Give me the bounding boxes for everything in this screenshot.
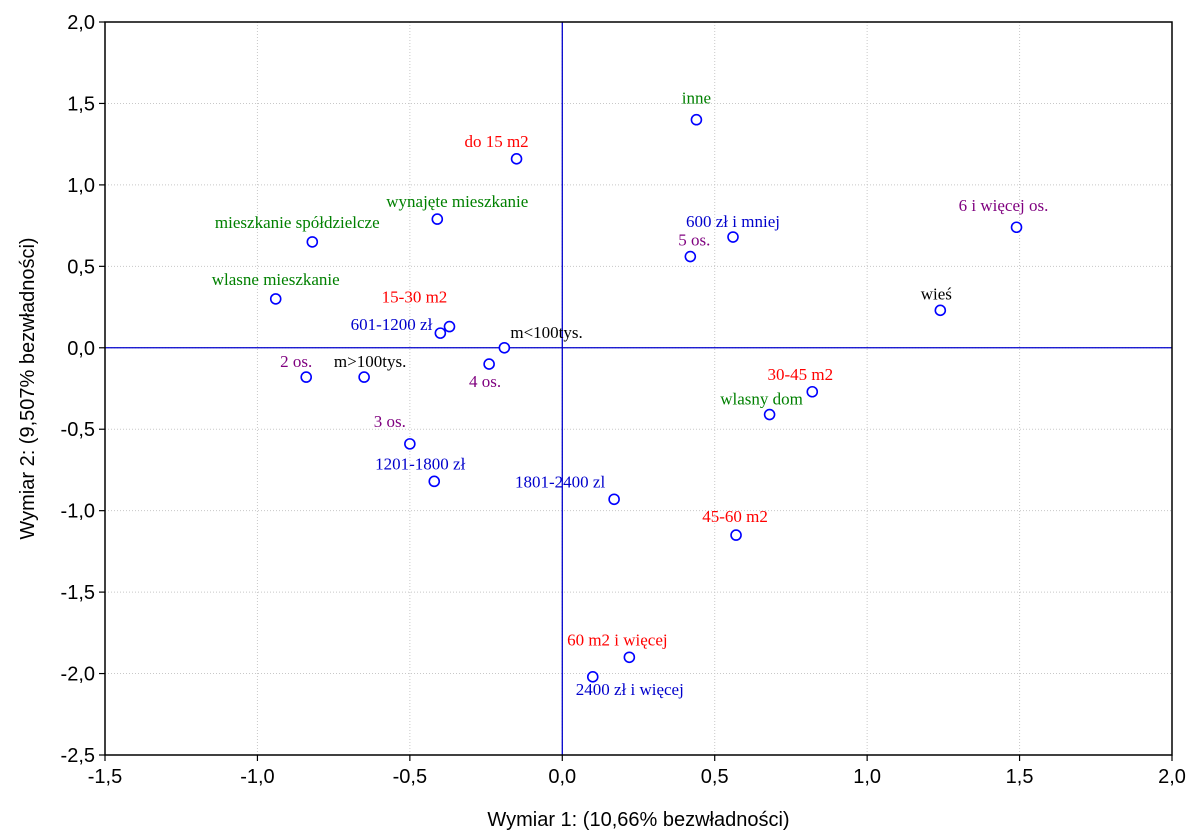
y-axis-ticks: 2,0 1,5 1,0 0,5 0,0 -0,5 -1,0 -1,5 -2,0 -2,5 bbox=[61, 12, 105, 767]
x-axis-label: Wymiar 1: (10,66% bezwładności) bbox=[487, 809, 789, 831]
y-axis-label: Wymiar 2: (9,507% bezwładności) bbox=[17, 237, 39, 539]
y-tick-label: 1,0 bbox=[67, 175, 95, 197]
data-point-marker bbox=[306, 236, 319, 248]
data-point-label: wlasne mieszkanie bbox=[212, 270, 340, 289]
y-tick-label: 1,5 bbox=[67, 93, 95, 115]
data-point-marker bbox=[428, 475, 441, 488]
y-tick-label: -1,5 bbox=[61, 582, 95, 604]
x-tick-label: 2,0 bbox=[1158, 766, 1186, 788]
data-point-marker bbox=[269, 293, 282, 305]
data-point-label: do 15 m2 bbox=[464, 132, 528, 151]
data-point-label: 15-30 m2 bbox=[382, 288, 448, 307]
data-point-label: 1801-2400 zl bbox=[515, 472, 605, 491]
y-tick-label: -2,5 bbox=[61, 745, 95, 767]
y-tick-label: 0,0 bbox=[67, 338, 95, 360]
x-tick-label: -1,0 bbox=[240, 766, 274, 788]
data-points: inne do 15 m2 wynajęte mieszkanie mieszkani… bbox=[212, 89, 1049, 699]
data-point-label: 5 os. bbox=[678, 231, 710, 250]
data-point-marker bbox=[730, 529, 742, 541]
data-point-marker bbox=[434, 327, 447, 339]
x-tick-label: 1,0 bbox=[853, 766, 881, 788]
x-tick-label: 0,0 bbox=[548, 766, 576, 788]
y-tick-label: -0,5 bbox=[61, 419, 95, 441]
data-point-label: mieszkanie spółdzielcze bbox=[215, 213, 380, 232]
data-point-marker bbox=[358, 371, 370, 383]
data-point-marker bbox=[483, 358, 495, 370]
data-point-marker bbox=[510, 153, 523, 165]
y-tick-label: -1,0 bbox=[61, 501, 95, 523]
data-point-label: m<100tys. bbox=[510, 323, 582, 342]
data-point-marker bbox=[623, 651, 636, 664]
data-point-label: inne bbox=[682, 89, 711, 108]
y-tick-label: -2,0 bbox=[61, 664, 95, 686]
data-point-label: wieś bbox=[921, 284, 952, 303]
data-point-label: 1201-1800 zł bbox=[375, 454, 465, 473]
data-point-marker bbox=[443, 320, 456, 333]
data-point-label: 6 i więcej os. bbox=[959, 196, 1049, 215]
data-point-label: wynajęte mieszkanie bbox=[386, 192, 528, 211]
y-tick-label: 2,0 bbox=[67, 12, 95, 34]
data-point-marker bbox=[727, 231, 739, 243]
data-point-label: m>100tys. bbox=[334, 352, 406, 371]
data-point-label: 2400 zł i więcej bbox=[576, 680, 684, 699]
data-point-marker bbox=[608, 493, 620, 506]
data-point-marker bbox=[431, 213, 444, 225]
y-tick-label: 0,5 bbox=[67, 256, 95, 278]
plot-frame bbox=[104, 21, 1173, 756]
data-point-label: 4 os. bbox=[469, 372, 501, 391]
data-point-label: 45-60 m2 bbox=[702, 507, 768, 526]
x-axis-ticks: -1,5 -1,0 -0,5 0,0 0,5 1,0 1,5 2,0 bbox=[88, 755, 1186, 788]
reference-lines bbox=[105, 22, 1172, 755]
data-point-label: 3 os. bbox=[374, 412, 406, 431]
data-point-marker bbox=[300, 371, 313, 383]
data-point-label: 600 zł i mniej bbox=[686, 212, 780, 231]
x-tick-label: 0,5 bbox=[701, 766, 729, 788]
data-point-marker bbox=[404, 438, 416, 450]
data-point-label: 60 m2 i więcej bbox=[567, 630, 668, 649]
data-point-label: 30-45 m2 bbox=[767, 365, 833, 384]
x-tick-label: -0,5 bbox=[393, 766, 427, 788]
data-point-marker bbox=[690, 113, 703, 126]
data-point-marker bbox=[806, 385, 819, 398]
data-point-label: 2 os. bbox=[280, 352, 312, 371]
x-tick-label: -1,5 bbox=[88, 766, 122, 788]
data-point-label: 601-1200 zł bbox=[351, 315, 433, 334]
data-point-marker bbox=[763, 408, 776, 421]
data-point-marker bbox=[586, 671, 599, 683]
x-tick-label: 1,5 bbox=[1006, 766, 1034, 788]
data-point-label: wlasny dom bbox=[720, 390, 803, 409]
data-point-marker bbox=[1010, 221, 1023, 234]
data-point-marker bbox=[684, 250, 697, 263]
data-point-marker bbox=[498, 341, 511, 354]
data-point-marker bbox=[934, 304, 947, 317]
